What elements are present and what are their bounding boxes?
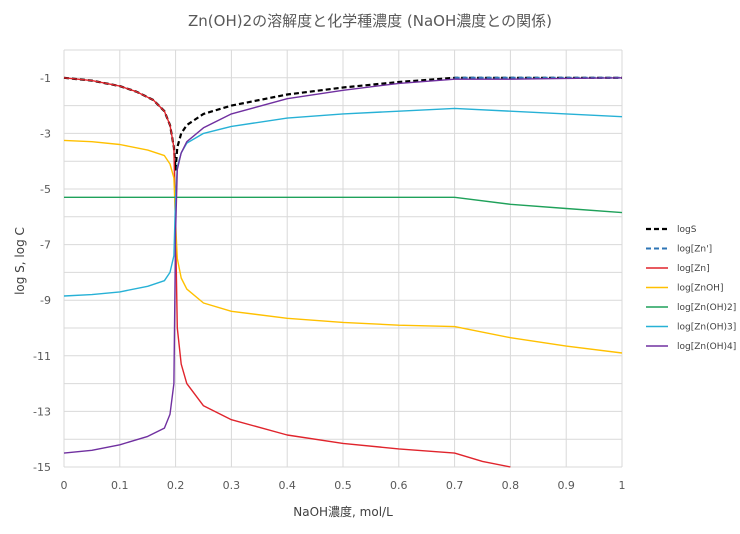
legend-label: logS: [677, 225, 697, 235]
series-line-log-zn-: [63, 77, 511, 468]
y-tick-label: -11: [33, 350, 51, 363]
legend-label: log[Zn(OH)4]: [677, 342, 736, 352]
x-axis-label: NaOH濃度, mol/L: [293, 504, 393, 519]
y-tick-labels: -1 -3 -5 -7 -9 -11 -13 -15: [33, 72, 51, 474]
y-tick-label: -15: [33, 461, 51, 474]
legend-label: log[Zn']: [677, 245, 712, 255]
legend: logS log[Zn'] log[Zn] log[ZnOH] log[Zn(OH)2]…: [646, 225, 736, 352]
series-line-log-zn-oh-4-: [63, 77, 623, 454]
legend-label: log[ZnOH]: [677, 284, 723, 294]
y-tick-label: -13: [33, 405, 51, 418]
series-line-log-znoh-: [63, 139, 623, 354]
y-tick-label: -9: [40, 294, 51, 307]
x-tick-label: 0.1: [111, 479, 129, 492]
series-line-log-zn-oh-2-: [64, 196, 623, 214]
x-tick-label: 0.7: [446, 479, 464, 492]
grid: [63, 49, 623, 468]
x-tick-label: 0.4: [278, 479, 296, 492]
x-tick-label: 0.5: [334, 479, 352, 492]
x-tick-label: 0: [61, 479, 68, 492]
y-tick-label: -3: [40, 127, 51, 140]
x-tick-label: 0.9: [557, 479, 575, 492]
y-tick-label: -1: [40, 72, 51, 85]
x-tick-label: 0.3: [223, 479, 241, 492]
legend-label: log[Zn(OH)2]: [677, 303, 736, 313]
y-axis-label: log S, log C: [13, 227, 27, 295]
x-tick-label: 1: [619, 479, 626, 492]
legend-label: log[Zn]: [677, 264, 710, 274]
y-tick-label: -5: [40, 183, 51, 196]
legend-label: log[Zn(OH)3]: [677, 323, 736, 333]
x-tick-labels: 0 0.1 0.2 0.3 0.4 0.5 0.6 0.7 0.8 0.9 1: [61, 479, 626, 492]
chart-title: Zn(OH)2の溶解度と化学種濃度 (NaOH濃度との関係): [188, 12, 552, 30]
y-tick-label: -7: [40, 239, 51, 252]
x-tick-label: 0.8: [502, 479, 520, 492]
x-tick-label: 0.6: [390, 479, 408, 492]
x-tick-label: 0.2: [167, 479, 185, 492]
series-group: [63, 76, 623, 468]
